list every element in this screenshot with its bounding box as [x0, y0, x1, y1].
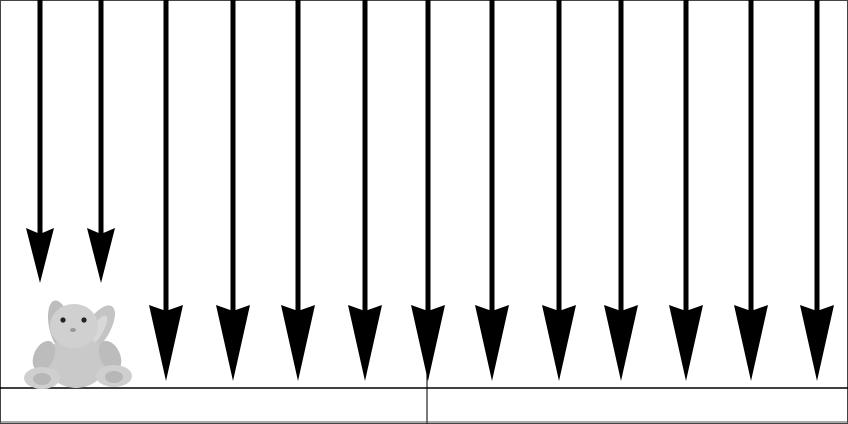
arrow-4-head: [216, 305, 250, 381]
arrow-3-icon: [149, 0, 183, 381]
arrow-13-icon: [800, 0, 834, 381]
arrow-11-icon: [669, 0, 703, 381]
arrow-7-head: [411, 305, 445, 381]
arrow-10-head: [604, 305, 638, 381]
arrow-3-head: [149, 305, 183, 381]
arrow-6-head: [348, 305, 382, 381]
arrow-5-icon: [281, 0, 315, 381]
arrow-5-head: [281, 305, 315, 381]
arrow-1-head: [26, 228, 54, 283]
arrow-9-icon: [542, 0, 576, 381]
arrow-10-icon: [604, 0, 638, 381]
arrows-group: [26, 0, 834, 381]
arrow-12-head: [734, 305, 768, 381]
arrow-6-icon: [348, 0, 382, 381]
arrow-4-icon: [216, 0, 250, 381]
arrow-11-head: [669, 305, 703, 381]
arrow-9-head: [542, 305, 576, 381]
arrow-8-icon: [475, 0, 509, 381]
arrow-1-icon: [26, 0, 54, 283]
plush-bunny-icon: [24, 300, 132, 389]
arrow-7-icon: [411, 0, 445, 381]
arrow-2-icon: [87, 0, 115, 283]
arrow-8-head: [475, 305, 509, 381]
arrow-2-head: [87, 228, 115, 283]
arrow-13-head: [800, 305, 834, 381]
arrow-12-icon: [734, 0, 768, 381]
